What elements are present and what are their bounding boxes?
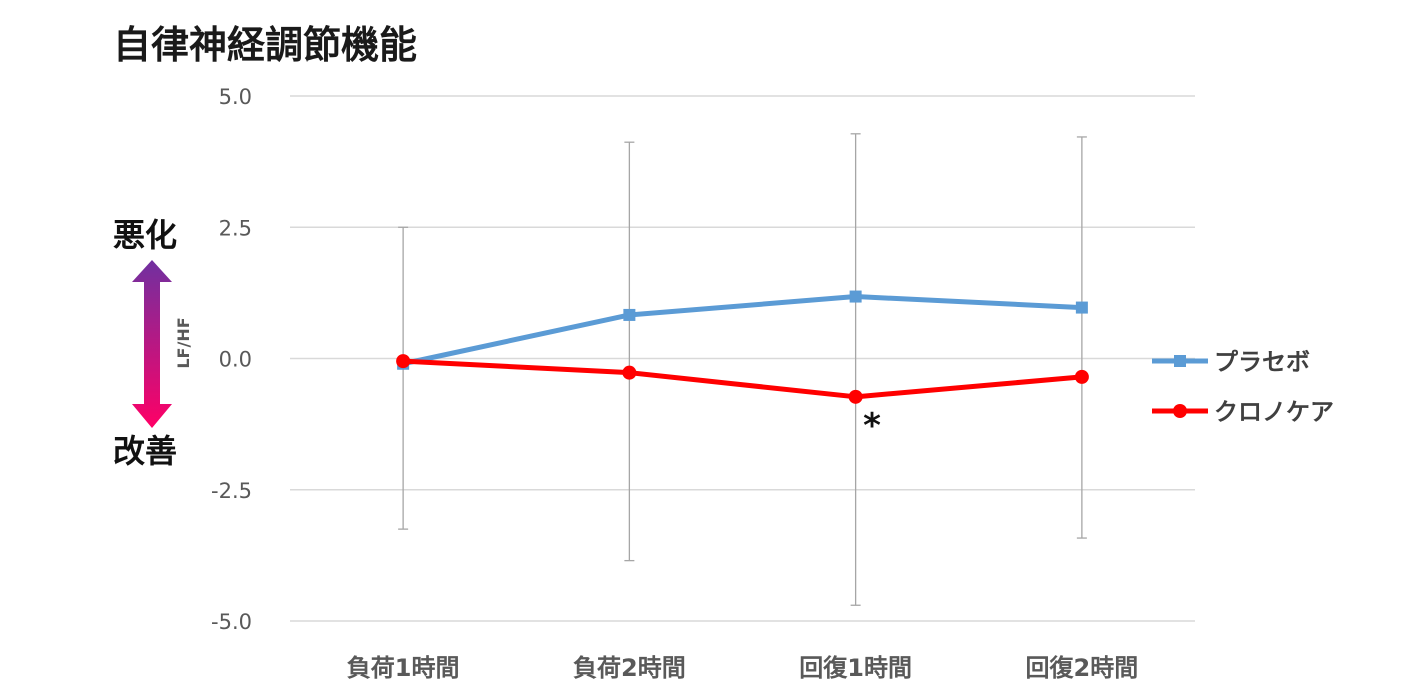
- y-tick-label: -5.0: [211, 610, 252, 634]
- series-line: [402, 294, 1082, 367]
- x-category-label: 負荷2時間: [573, 654, 686, 682]
- x-axis-categories: 負荷1時間 負荷2時間 回復1時間 回復2時間: [347, 654, 1138, 682]
- x-category-label: 回復2時間: [1026, 654, 1139, 682]
- gridlines: [290, 95, 1195, 622]
- data-point: [622, 365, 637, 380]
- x-category-label: 回復1時間: [799, 654, 912, 682]
- data-point: [396, 354, 411, 369]
- y-tick-label: 5.0: [219, 85, 252, 109]
- y-tick-label: 2.5: [219, 216, 252, 240]
- better-label: 改善: [113, 432, 177, 470]
- x-category-label: 負荷1時間: [347, 654, 460, 682]
- data-point: [849, 290, 862, 303]
- legend-label: プラセボ: [1214, 348, 1310, 376]
- series-markers: [396, 290, 1089, 404]
- double-arrow-icon: [132, 260, 172, 428]
- legend-marker: [1173, 404, 1187, 418]
- legend-marker: [1174, 355, 1186, 367]
- data-point: [1074, 369, 1089, 384]
- series-lines: [402, 294, 1083, 400]
- chart-title: 自律神経調節機能: [113, 23, 417, 67]
- y-axis-label: LF/HF: [174, 317, 193, 368]
- y-tick-label: 0.0: [219, 348, 252, 372]
- error-bars: [398, 133, 1087, 606]
- worse-label: 悪化: [113, 216, 177, 254]
- y-tick-label: -2.5: [211, 479, 252, 503]
- data-point: [1075, 301, 1088, 314]
- data-point: [848, 389, 863, 404]
- significance-marker: *: [863, 406, 881, 446]
- legend-label: クロノケア: [1214, 398, 1334, 426]
- data-point: [623, 308, 636, 321]
- y-axis-ticks: 5.0 2.5 0.0 -2.5 -5.0: [211, 85, 252, 634]
- series-line: [402, 358, 1083, 400]
